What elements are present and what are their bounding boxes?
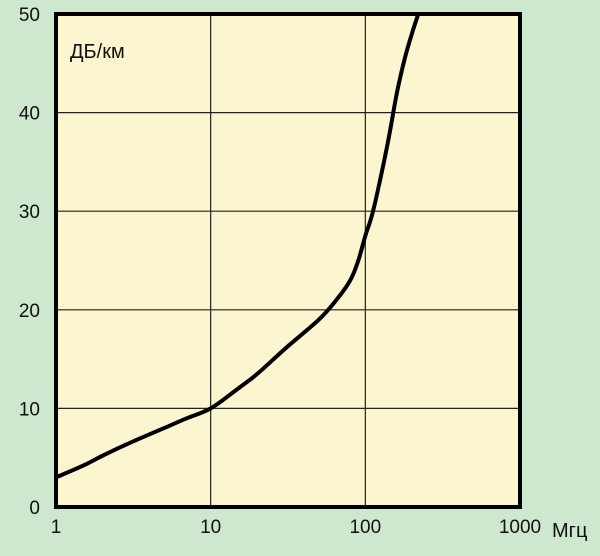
grid-lines bbox=[56, 14, 520, 507]
plot-frame bbox=[54, 12, 522, 509]
y-tick-label: 0 bbox=[29, 498, 40, 519]
x-tick-label: 1000 bbox=[499, 517, 541, 538]
x-axis-label: Мгц bbox=[552, 520, 587, 542]
attenuation-curve bbox=[56, 14, 421, 480]
y-tick-label: 20 bbox=[19, 301, 40, 322]
plot-area bbox=[56, 14, 520, 507]
y-tick-label: 30 bbox=[19, 202, 40, 223]
y-axis-label: ДБ/км bbox=[70, 41, 125, 63]
y-tick-labels: 0 10 20 30 40 50 bbox=[19, 5, 40, 519]
x-tick-label: 100 bbox=[349, 517, 381, 538]
x-tick-labels: 1 10 100 1000 bbox=[51, 517, 541, 538]
x-tick-label: 10 bbox=[200, 517, 221, 538]
y-tick-label: 40 bbox=[19, 104, 40, 125]
y-tick-label: 10 bbox=[19, 399, 40, 420]
x-tick-label: 1 bbox=[51, 517, 62, 538]
y-tick-label: 50 bbox=[19, 5, 40, 26]
series-layer bbox=[56, 14, 421, 480]
